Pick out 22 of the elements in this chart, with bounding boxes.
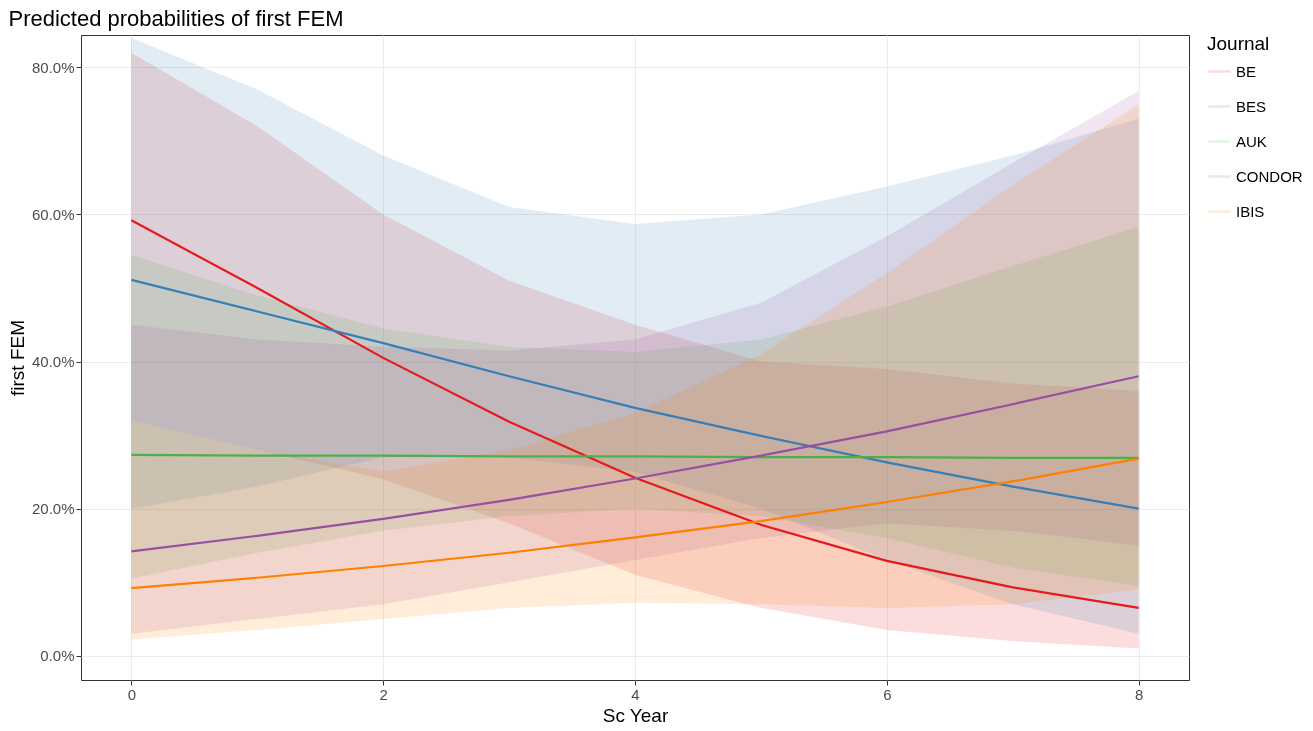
legend-label: CONDOR	[1236, 167, 1303, 185]
x-tick-label: 8	[1134, 685, 1144, 703]
y-tick-label: 80.0%	[31, 58, 75, 76]
legend-label: BE	[1236, 62, 1257, 80]
x-tick-label: 4	[631, 685, 640, 703]
y-tick-label: 60.0%	[31, 205, 75, 223]
line-series	[130, 457, 1140, 590]
line-series	[130, 375, 1140, 553]
y-tick-label: 0.0%	[40, 647, 75, 665]
legend-label: BES	[1236, 97, 1267, 115]
x-tick-label: 2	[379, 685, 388, 703]
y-tick-label: 20.0%	[31, 500, 75, 518]
x-tick-label: 0	[127, 685, 137, 703]
y-axis-title: first FEM	[6, 320, 28, 396]
y-tick-label: 40.0%	[31, 353, 75, 371]
legend-label: IBIS	[1236, 202, 1265, 220]
x-axis-title: Sc Year	[602, 704, 669, 726]
x-tick-label: 6	[883, 685, 892, 703]
legend-label: AUK	[1236, 132, 1267, 150]
chart-title: Predicted probabilities of first FEM	[8, 6, 344, 31]
line-series	[130, 278, 1140, 510]
legend-title: Journal	[1207, 33, 1270, 54]
